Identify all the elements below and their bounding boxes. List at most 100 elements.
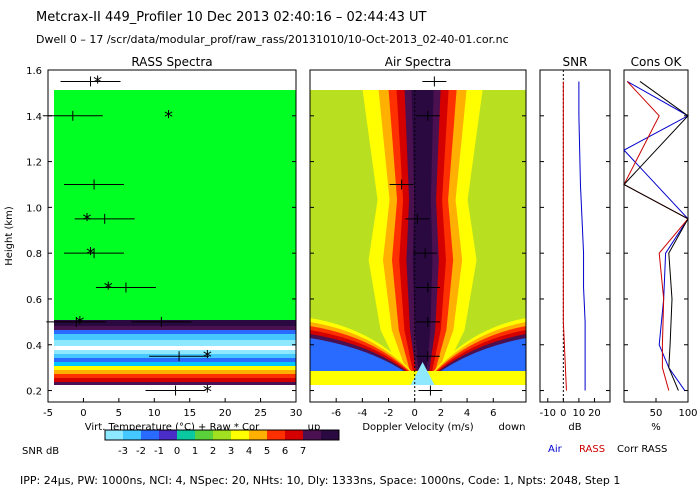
rass-band (54, 382, 296, 385)
rass-band (54, 358, 296, 362)
y-tick-label: 0.6 (26, 295, 42, 306)
colorbar-tick: -3 (118, 446, 128, 457)
colorbar-swatch (123, 430, 141, 440)
colorbar-tick: 5 (264, 446, 270, 457)
colorbar-swatch (177, 430, 195, 440)
x-axis-label: Virt. Temperature (°C) + Raw * Cor (85, 422, 260, 433)
y-axis-label: Height (km) (4, 206, 15, 266)
x-tick-label: -5 (43, 408, 53, 419)
y-tick-label: 1.0 (26, 203, 42, 214)
panel-title: RASS Spectra (131, 55, 212, 69)
rass-band (54, 370, 296, 374)
colorbar-tick: 2 (210, 446, 216, 457)
x-tick-label: 0 (80, 408, 86, 419)
axis-note-down: down (499, 422, 526, 433)
rass-field-green (54, 90, 296, 320)
colorbar-tick: 1 (192, 446, 198, 457)
rass-band (54, 326, 296, 330)
colorbar-label: SNR dB (22, 446, 59, 457)
colorbar-tick: 4 (246, 446, 252, 457)
y-tick-label: 1.2 (26, 158, 42, 169)
x-tick-label: -4 (357, 408, 367, 419)
x-tick-label: 100 (678, 408, 697, 419)
rass-band (54, 320, 296, 326)
x-tick-label: -10 (540, 408, 556, 419)
cor-marker: * (75, 313, 84, 334)
chart-title: Metcrax-II 449_Profiler 10 Dec 2013 02:4… (36, 10, 427, 25)
x-tick-label: 15 (183, 408, 196, 419)
air-contour (411, 90, 434, 380)
x-tick-label: 4 (464, 408, 470, 419)
series-line-rass (562, 81, 567, 391)
rass-band (54, 346, 296, 350)
cor-marker: * (203, 347, 212, 368)
panel-frame (47, 69, 297, 403)
cor-marker: * (93, 72, 102, 93)
x-axis-label: % (651, 422, 661, 433)
x-tick-label: 50 (650, 408, 663, 419)
colorbar-tick: 6 (282, 446, 288, 457)
x-tick-label: 20 (219, 408, 232, 419)
series-line-air (623, 81, 690, 391)
rass-band (54, 374, 296, 378)
x-tick-label: 5 (116, 408, 122, 419)
series-line-air (578, 81, 586, 391)
rass-band (54, 366, 296, 370)
colorbar-frame (104, 429, 340, 441)
x-tick-label: 30 (290, 408, 303, 419)
colorbar-swatch (105, 430, 123, 440)
rass-band (54, 350, 296, 354)
legend-air: Air (548, 444, 563, 455)
x-tick-label: 25 (254, 408, 267, 419)
legend-corr-rass: Corr RASS (617, 444, 667, 455)
footer-params: IPP: 24µs, PW: 1000ns, NCI: 4, NSpec: 20… (20, 474, 621, 487)
x-tick-label: 10 (148, 408, 161, 419)
colorbar-swatch (231, 430, 249, 440)
colorbar-tick: 3 (228, 446, 234, 457)
rass-band (54, 362, 296, 366)
x-tick-label: -2 (384, 408, 394, 419)
colorbar-swatch (267, 430, 285, 440)
y-tick-label: 0.2 (26, 387, 42, 398)
colorbar-swatch (159, 430, 177, 440)
colorbar-swatch (249, 430, 267, 440)
cor-marker: * (164, 107, 173, 128)
panel-frame (309, 69, 527, 403)
colorbar-tick: -2 (136, 446, 146, 457)
x-tick-label: 0 (560, 408, 566, 419)
colorbar-swatch (195, 430, 213, 440)
x-tick-label: 10 (573, 408, 586, 419)
x-axis-label: Doppler Velocity (m/s) (362, 422, 473, 433)
colorbar-tick: 7 (300, 446, 306, 457)
x-tick-label: 6 (490, 408, 496, 419)
x-tick-label: -6 (331, 408, 341, 419)
x-tick-label: 0 (412, 408, 418, 419)
panel-frame (539, 69, 611, 403)
axis-note-up: up (308, 422, 321, 433)
cor-marker: * (82, 210, 91, 231)
colorbar-swatch (321, 430, 339, 440)
x-axis-label: dB (568, 422, 581, 433)
y-tick-label: 0.4 (26, 341, 42, 352)
series-line-rass (623, 81, 689, 391)
series-line-corr-rass (623, 81, 689, 391)
x-tick-label: 2 (438, 408, 444, 419)
colorbar-swatch (285, 430, 303, 440)
x-tick-label: 20 (588, 408, 601, 419)
colorbar-tick: 0 (174, 446, 180, 457)
y-tick-label: 1.4 (26, 112, 42, 123)
panel-title: Cons OK (631, 55, 683, 69)
rass-band (54, 334, 296, 340)
y-tick-label: 1.6 (26, 66, 42, 77)
cor-marker: * (86, 244, 95, 265)
dwell-info: Dwell 0 – 17 /scr/data/modular_prof/raw_… (36, 33, 509, 46)
panel-title: SNR (563, 55, 588, 69)
panel-title: Air Spectra (385, 55, 452, 69)
rass-band (54, 340, 296, 346)
legend-rass: RASS (579, 444, 605, 455)
cor-marker: * (203, 382, 212, 403)
cor-marker: * (104, 279, 113, 300)
y-tick-label: 0.8 (26, 249, 42, 260)
colorbar-swatch (141, 430, 159, 440)
